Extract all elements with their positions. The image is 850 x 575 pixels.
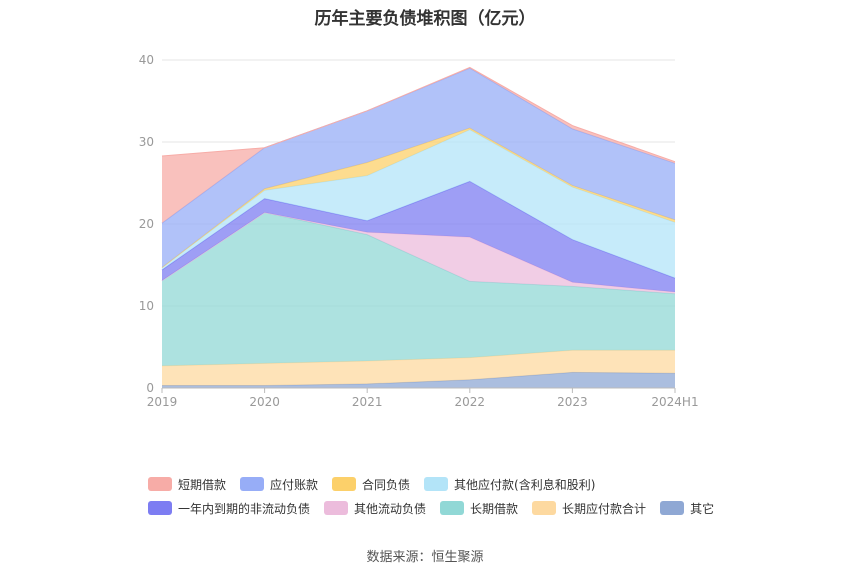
legend-swatch (148, 501, 172, 515)
area-其他应付款(含利息和股利) (162, 129, 675, 279)
legend-item[interactable]: 一年内到期的非流动负债 (148, 500, 310, 517)
area-应付账款 (162, 68, 675, 268)
legend-swatch (148, 477, 172, 491)
legend-row: 一年内到期的非流动负债 其他流动负债 长期借款 长期应付款合计 其它 (148, 496, 748, 520)
legend-item[interactable]: 其它 (660, 500, 714, 517)
x-tick-label: 2023 (557, 395, 588, 409)
area-其他流动负债 (162, 212, 675, 294)
legend-item[interactable]: 应付账款 (240, 476, 318, 493)
legend-swatch (424, 477, 449, 491)
legend-label: 短期借款 (178, 477, 227, 492)
y-tick-label: 40 (139, 53, 154, 67)
area-长期借款 (162, 212, 675, 366)
area-其它 (162, 372, 675, 388)
legend-swatch (332, 477, 357, 491)
legend-item[interactable]: 长期应付款合计 (532, 500, 646, 517)
legend-label: 其它 (690, 501, 715, 516)
area-长期应付款合计 (162, 350, 675, 386)
legend-item[interactable]: 其他流动负债 (324, 500, 426, 517)
legend-label: 其他流动负债 (354, 501, 427, 516)
x-tick-label: 2019 (147, 395, 178, 409)
area-一年内到期的非流动负债 (162, 181, 675, 293)
legend-item[interactable]: 合同负债 (332, 476, 410, 493)
legend-label: 一年内到期的非流动负债 (178, 501, 311, 516)
y-tick-label: 30 (139, 135, 154, 149)
legend-label: 长期借款 (470, 501, 519, 516)
legend-label: 其他应付款(含利息和股利) (454, 477, 596, 492)
legend-swatch (240, 477, 265, 491)
x-tick-label: 2024H1 (651, 395, 698, 409)
legend-label: 长期应付款合计 (562, 501, 647, 516)
x-tick-label: 2022 (455, 395, 486, 409)
chart-legend: 短期借款 应付账款 合同负债 其他应付款(含利息和股利) 一年内到期的非流动负债 其他流动… (148, 472, 748, 520)
x-tick-label: 2021 (352, 395, 383, 409)
y-tick-label: 0 (146, 381, 154, 395)
legend-label: 应付账款 (270, 477, 319, 492)
legend-swatch (440, 501, 465, 515)
y-tick-label: 20 (139, 217, 154, 231)
legend-swatch (532, 501, 557, 515)
chart-title: 历年主要负债堆积图（亿元） (314, 9, 536, 29)
legend-label: 合同负债 (362, 477, 411, 492)
legend-row: 短期借款 应付账款 合同负债 其他应付款(含利息和股利) (148, 472, 748, 496)
data-source: 数据来源：恒生聚源 (366, 550, 484, 565)
legend-item[interactable]: 其他应付款(含利息和股利) (424, 476, 595, 493)
legend-item[interactable]: 短期借款 (148, 476, 226, 493)
legend-swatch (324, 501, 349, 515)
stacked-area-chart: 0 10 20 30 40 2019 2020 2021 2022 2023 2024H1 (139, 53, 699, 409)
y-tick-label: 10 (139, 299, 154, 313)
line-短期借款 (161, 66, 676, 163)
x-tick-label: 2020 (249, 395, 280, 409)
legend-swatch (660, 501, 685, 515)
legend-item[interactable]: 长期借款 (440, 500, 518, 517)
